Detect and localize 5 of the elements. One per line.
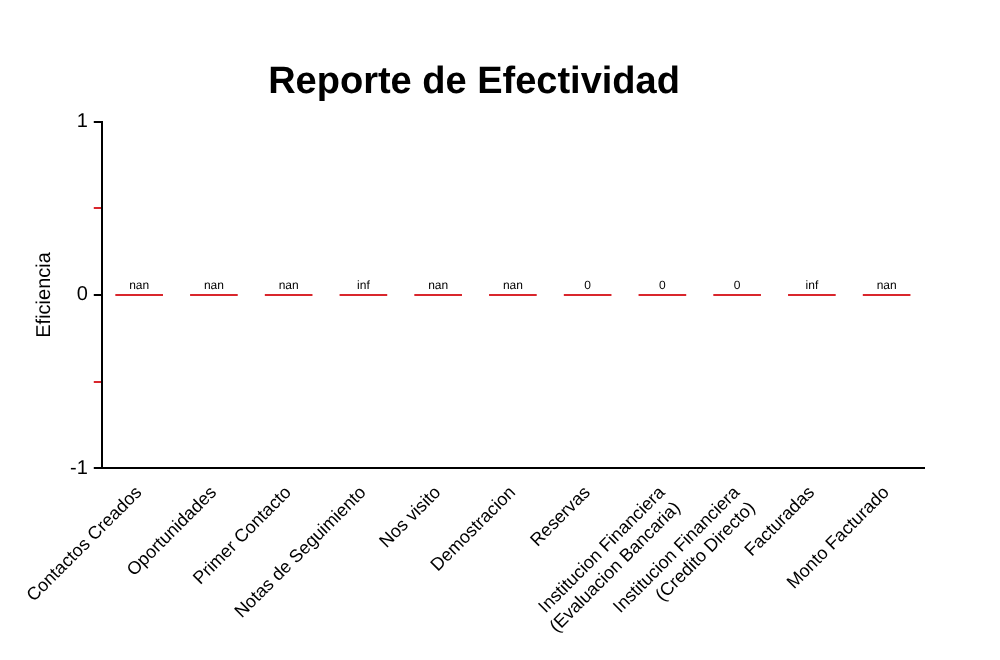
- y-axis-title: Eficiencia: [33, 251, 56, 338]
- y-tick-label: 1: [76, 111, 89, 134]
- chart-title: Reporte de Efectividad: [268, 61, 680, 104]
- y-tick-label: -1: [69, 457, 89, 480]
- y-tick-label: 0: [76, 284, 89, 307]
